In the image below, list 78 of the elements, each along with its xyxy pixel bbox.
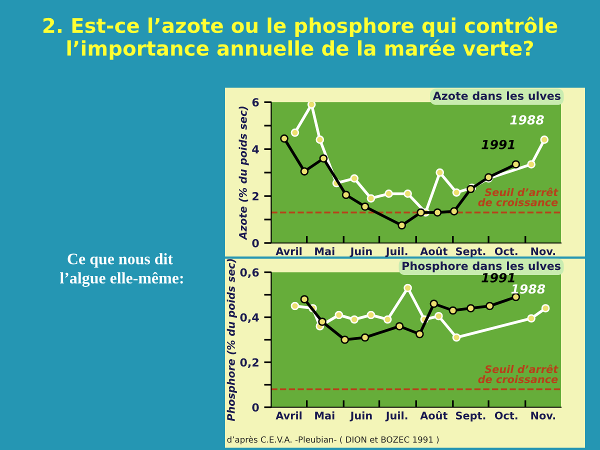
point [366,310,376,320]
y-tick-label: 0,6 [240,268,259,278]
series-label: 1988 [510,115,544,125]
point [452,333,461,342]
y-axis-title: Azote (% du poids sec) [238,106,249,240]
point [280,134,288,143]
point [416,208,426,217]
chart-title: Azote dans les ulves [432,91,560,100]
point [540,136,549,144]
point [318,318,326,326]
point [395,322,404,330]
point [319,154,328,163]
point [398,221,406,230]
x-tick-label: Juil. [385,411,408,422]
x-tick-label: Nov. [531,247,556,256]
y-tick-label: 2 [252,192,258,200]
x-tick-label: Mai [315,247,334,256]
y-tick-label: 0,4 [240,313,259,324]
x-tick-label: Juil. [385,247,408,258]
point [541,304,550,312]
point [300,295,309,304]
point [360,333,370,342]
x-tick-label: Juin [350,247,372,258]
point [307,102,316,109]
point [383,315,392,324]
point [466,304,475,312]
point [334,310,344,320]
y-tick-label: 6 [252,98,259,107]
point [340,336,350,344]
y-tick-label: 0 [252,238,259,248]
point [404,284,412,292]
x-tick-label: Oct. [494,412,518,420]
point [527,314,536,323]
point [404,190,412,198]
point [486,302,494,310]
y-axis-title: Phosphore (% du poids sec) [226,259,237,422]
point [290,302,300,310]
point [433,208,442,217]
point [452,188,461,197]
ref-line-label: Seuil d’arrêt de croissance [478,188,558,206]
x-tick-label: Nov. [531,412,556,420]
y-tick-label: 4 [252,145,259,154]
text: Ce que nous dit l’algue elle-même: [60,253,183,287]
point [512,160,520,169]
point [434,312,443,320]
point [316,136,324,144]
point [366,194,376,203]
x-tick-label: Août [420,411,448,420]
point [342,190,350,200]
point [448,306,458,315]
chart-title: Phosphore dans les ulves [402,261,560,272]
text: 2. Est-ce l’azote ou le phosphore qui contrôle l’importance annuelle de la marée verte? [43,16,558,60]
point [430,300,438,308]
point [450,207,458,216]
x-tick-label: Avril [276,411,302,420]
x-tick-label: Mai [315,411,334,420]
point [360,202,370,211]
x-tick-label: Juin [350,411,372,422]
point [350,174,359,183]
series-label: 1991 [482,272,514,282]
x-tick-label: Août [420,246,448,256]
y-tick-label: 0,2 [240,358,258,368]
x-tick-label: Oct. [494,247,518,256]
series-label: 1991 [482,140,514,150]
text: d’après C.E.V.A. -Pleubian- ( DION et BOZEC 1991 ) [227,436,439,444]
point [415,330,424,338]
x-tick-label: Avril [276,247,302,256]
x-tick-label: Sept. [456,412,486,422]
point [350,315,359,324]
ref-line-label: Seuil d’arrêt de croissance [478,364,558,384]
point [290,128,300,137]
point [436,168,444,177]
x-tick-label: Sept. [456,247,486,258]
point [384,190,393,198]
y-tick-label: 0 [252,403,259,412]
point [527,160,536,169]
series-label: 1988 [511,284,546,294]
point [300,167,309,176]
